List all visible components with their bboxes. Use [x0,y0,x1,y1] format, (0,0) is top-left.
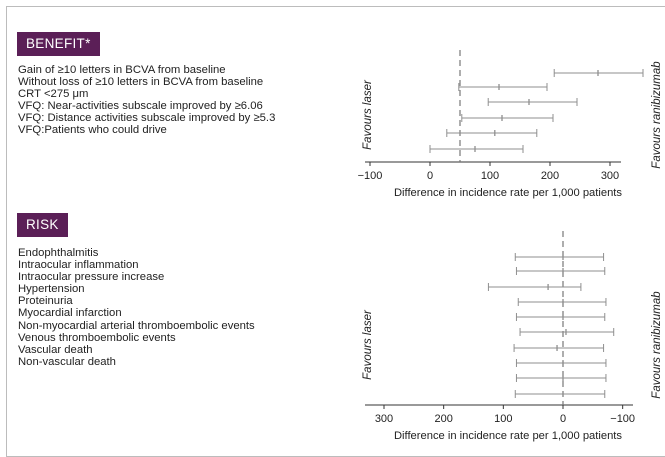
benefit-favours-ranibizumab-label: Favours ranibizumab [651,61,663,169]
risk-ci-row [513,344,605,352]
risk-outcome-label: Venous thromboembolic events [18,331,176,344]
benefit-outcome-list: Gain of ≥10 letters in BCVA from baselin… [18,64,275,137]
risk-section-title: RISK [17,213,68,237]
benefit-x-tick-label: 200 [541,170,559,182]
risk-x-axis-title: Difference in incidence rate per 1,000 p… [394,430,622,442]
risk-ci-row [515,313,606,321]
risk-outcome-label: Vascular death [18,343,93,356]
risk-favours-laser-label: Favours laser [362,309,374,380]
risk-favours-ranibizumab-label: Favours ranibizumab [651,291,663,399]
risk-ci-row [517,298,607,306]
benefit-forest-plot: −100 0 100 200 300 Difference in incidence ra… [358,50,663,199]
benefit-section-title: BENEFIT* [17,32,100,56]
benefit-outcome-label: VFQ: Near-activities subscale improved b… [18,100,263,113]
benefit-outcome-label: Gain of ≥10 letters in BCVA from baselin… [18,64,226,76]
benefit-x-tick-label: 100 [481,170,499,182]
risk-outcome-label: Intraocular inflammation [18,259,139,272]
benefit-x-tick-label: 0 [427,170,433,182]
risk-outcome-label: Myocardial infarction [18,307,122,320]
benefit-outcome-label: Without loss of ≥10 letters in BCVA from… [18,76,264,89]
benefit-outcome-label: CRT <275 μm [18,88,89,101]
benefit-ci-row [458,83,548,91]
risk-outcome-label: Endophthalmitis [18,247,99,259]
risk-outcome-label: Proteinuria [18,295,73,308]
benefit-ci-row [487,98,578,106]
benefit-x-tick-label: 300 [601,170,619,182]
risk-outcome-label: Non-myocardial arterial thromboembolic e… [18,319,255,332]
risk-x-tick-label: −100 [610,413,635,425]
risk-ci-row [515,374,607,382]
risk-x-tick-label: 0 [560,413,566,425]
risk-outcome-list: Endophthalmitis Intraocular inflammation I… [18,247,255,368]
risk-x-tick-label: 200 [434,413,452,425]
risk-outcome-label: Non-vascular death [18,355,116,368]
benefit-ci-row [446,129,538,137]
risk-ci-row [515,267,606,275]
risk-outcome-label: Intraocular pressure increase [18,271,165,284]
risk-forest-plot: 300 200 100 0 −100 Difference in incidence ra… [362,231,663,442]
risk-ci-row [515,359,607,367]
risk-ci-row [519,328,615,336]
benefit-x-tick-label: −100 [358,170,383,182]
benefit-outcome-label: VFQ: Distance activities subscale improv… [18,112,276,125]
benefit-favours-laser-label: Favours laser [362,79,374,150]
risk-ci-row [514,253,605,261]
risk-ci-row [514,390,606,398]
benefit-ci-row [461,114,554,122]
benefit-ci-row [553,69,644,77]
benefit-outcome-label: VFQ:Patients who could drive [18,124,167,137]
benefit-x-axis-title: Difference in incidence rate per 1,000 p… [394,187,622,199]
risk-outcome-label: Hypertension [18,283,85,296]
risk-x-tick-label: 300 [375,413,393,425]
risk-x-tick-label: 100 [494,413,512,425]
risk-ci-row [487,283,582,291]
benefit-ci-row [429,145,524,153]
